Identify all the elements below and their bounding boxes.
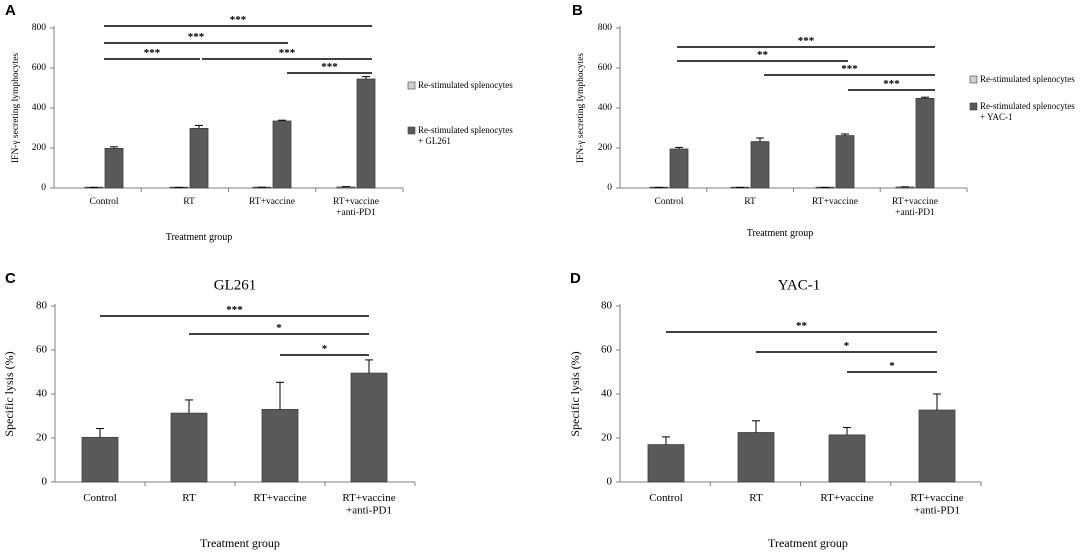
y-tick-label: 0 [607,476,613,488]
significance-label: *** [188,31,205,43]
x-tick-label: RT [744,197,756,207]
y-tick-label: 400 [32,103,47,113]
bar [272,120,292,189]
significance-label: * [889,360,895,372]
x-tick-label: Control [654,197,683,207]
bar [918,409,956,483]
bar [189,127,209,189]
panel-letter: B [572,2,583,19]
x-tick-label: RT+vaccine +anti-PD1 [333,197,379,218]
y-tick-label: 0 [607,183,612,193]
bar [81,436,119,483]
chart-panel-d: D YAC-1 0 20 40 60 80 Control RT RT+vaccine RT+vac… [568,270,982,550]
bar [261,408,299,483]
significance-label: *** [321,61,338,73]
significance-label: * [322,343,328,355]
significance-label: *** [230,14,247,26]
bar [104,147,124,189]
chart-title: YAC-1 [778,277,821,293]
y-tick-label: 0 [42,476,48,488]
bar [737,432,775,483]
y-tick-label: 20 [36,432,48,444]
significance-label: * [276,322,282,334]
bar [356,78,376,189]
significance-label: *** [798,35,815,47]
legend-label: Re-stimulated splenocytes [418,80,513,90]
significance-label: * [844,340,850,352]
y-tick-label: 600 [598,63,613,73]
y-axis-label: IFN-γ secreting lymphocytes [11,53,21,164]
chart-title: GL261 [214,277,257,293]
x-tick-label: RT [182,492,196,504]
panel-letter: D [570,270,581,287]
bar [669,148,689,189]
x-tick-label: RT+vaccine +anti-PD1 [342,492,395,517]
chart-panel-a: A 0 200 400 600 800 Control RT RT+vaccine RT+vacc… [5,2,513,243]
legend-label: Re-stimulated splenocytes [980,74,1075,84]
x-tick-label: RT+vaccine +anti-PD1 [910,492,963,517]
y-tick-label: 200 [598,143,613,153]
x-axis-label: Treatment group [747,228,814,239]
y-axis-label: Specific lysis (%) [568,351,582,436]
y-tick-label: 800 [598,23,613,33]
bar [828,434,866,483]
significance-label: ** [757,49,769,61]
y-tick-label: 60 [601,344,613,356]
y-tick-label: 40 [601,388,613,400]
x-tick-label: Control [649,492,683,504]
x-axis-label: Treatment group [200,536,280,550]
legend-swatch [969,75,978,84]
bar [350,372,388,483]
legend-swatch [407,81,416,90]
y-tick-label: 20 [601,432,613,444]
x-tick-label: RT [749,492,763,504]
bar [750,141,770,189]
y-axis-label: Specific lysis (%) [2,351,16,436]
x-tick-label: RT+vaccine [253,492,306,504]
x-tick-label: Control [83,492,117,504]
y-axis-label: IFN-γ secreting lymphocytes [576,53,586,164]
legend-swatch [969,102,978,111]
legend-label: Re-stimulated splenocytes + YAC-1 [980,101,1075,122]
x-tick-label: RT [183,197,195,207]
legend-swatch [407,126,416,135]
bar [835,135,855,189]
y-tick-label: 80 [36,300,48,312]
bar [647,444,685,483]
panel-letter: C [5,270,16,287]
significance-label: *** [883,78,900,90]
panel-letter: A [5,2,16,19]
x-tick-label: RT+vaccine [812,197,858,207]
bar [170,412,208,483]
x-tick-label: RT+vaccine [249,197,295,207]
x-axis-label: Treatment group [166,232,233,243]
y-tick-label: 40 [36,388,48,400]
y-tick-label: 400 [598,103,613,113]
y-tick-label: 200 [32,143,47,153]
significance-label: ** [796,320,808,332]
significance-label: *** [841,63,858,75]
y-tick-label: 80 [601,300,613,312]
x-tick-label: RT+vaccine [820,492,873,504]
x-axis-label: Treatment group [768,536,848,550]
y-tick-label: 600 [32,63,47,73]
chart-panel-c: C GL261 0 20 40 60 80 Control RT RT+vaccine RT+vac… [2,270,416,550]
significance-label: *** [279,47,296,59]
chart-panel-b: B 0 200 400 600 800 Control RT RT+vaccine RT+vacc… [572,2,1075,239]
bar [915,98,935,189]
y-tick-label: 0 [41,183,46,193]
x-tick-label: Control [89,197,118,207]
y-tick-label: 800 [32,23,47,33]
bar [336,186,356,189]
legend-label: Re-stimulated splenocytes + GL261 [418,125,513,146]
x-tick-label: RT+vaccine +anti-PD1 [892,197,938,218]
significance-label: *** [226,304,243,316]
significance-label: *** [144,47,161,59]
y-tick-label: 60 [36,344,48,356]
